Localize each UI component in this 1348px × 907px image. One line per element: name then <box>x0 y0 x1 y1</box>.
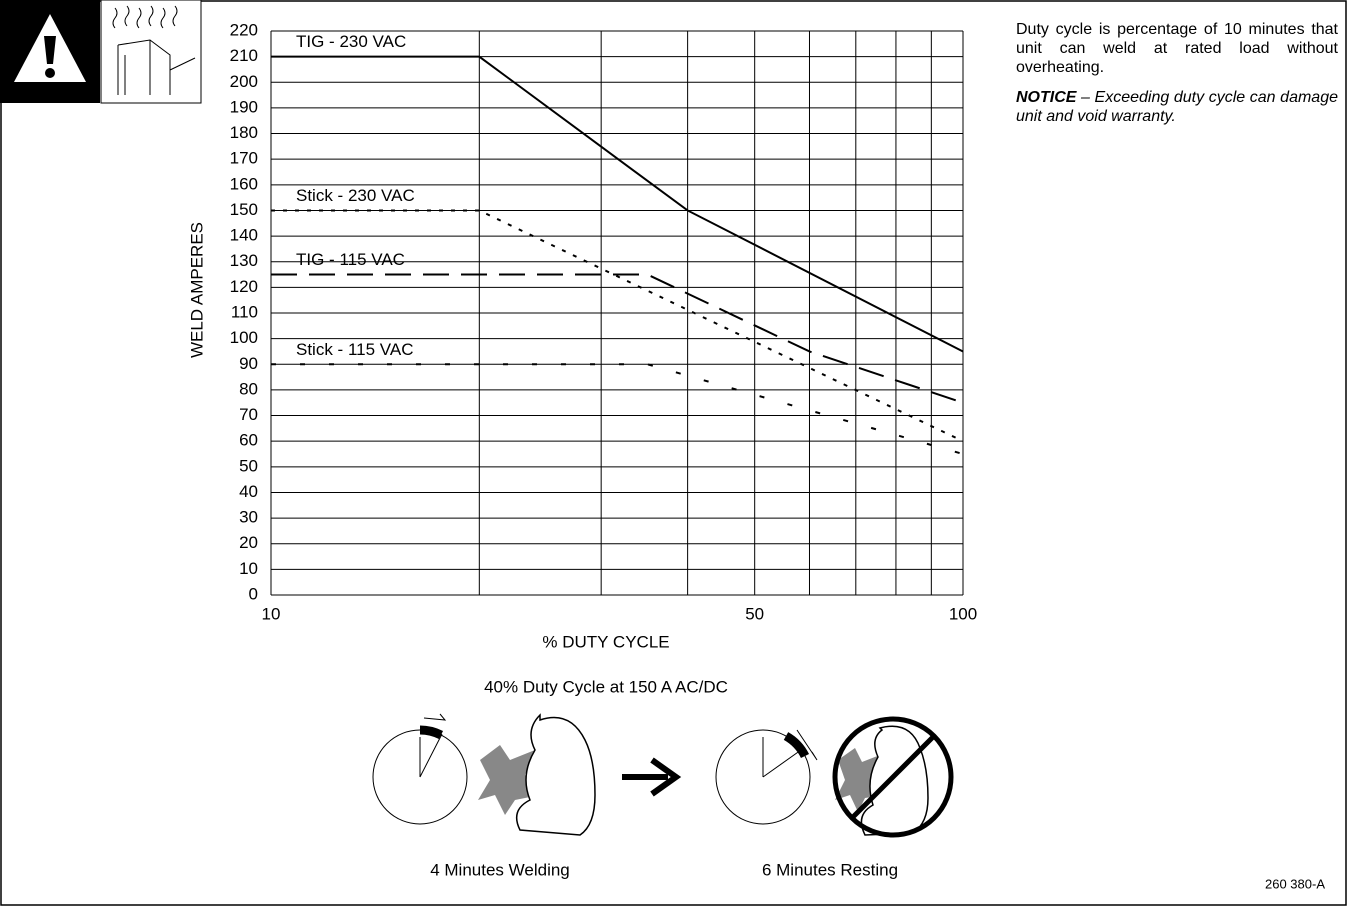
y-tick-label: 20 <box>239 533 258 552</box>
series-line <box>271 55 964 353</box>
description: Duty cycle is percentage of 10 minutes t… <box>1016 21 1338 76</box>
x-tick-label: 100 <box>949 604 977 623</box>
y-tick-label: 50 <box>239 456 258 475</box>
notice: NOTICE – Exceeding duty cycle can damage… <box>1016 88 1338 126</box>
notice-text: – Exceeding duty cycle can damage unit a… <box>1016 89 1338 125</box>
series-line <box>271 363 964 455</box>
y-tick-label: 120 <box>230 277 258 296</box>
caption-resting: 6 Minutes Resting <box>762 860 898 879</box>
illustration-title: 40% Duty Cycle at 150 A AC/DC <box>484 677 728 696</box>
y-tick-label: 0 <box>249 584 258 603</box>
series-label: Stick - 115 VAC <box>296 340 413 359</box>
y-tick-label: 40 <box>239 482 258 501</box>
series-label: Stick - 230 VAC <box>296 186 415 205</box>
y-tick-label: 60 <box>239 431 258 450</box>
y-tick-label: 200 <box>230 72 258 91</box>
welder-icon <box>478 713 596 836</box>
y-tick-label: 220 <box>230 20 258 39</box>
y-tick-label: 140 <box>230 226 258 245</box>
y-axis-label: WELD AMPERES <box>187 222 206 358</box>
series-line <box>271 273 964 404</box>
y-tick-label: 90 <box>239 354 258 373</box>
clock-welding <box>372 713 468 825</box>
y-tick-label: 110 <box>231 302 258 321</box>
series-label: TIG - 230 VAC <box>296 32 406 51</box>
y-tick-label: 150 <box>230 200 258 219</box>
notice-label: NOTICE <box>1016 89 1077 106</box>
series-line <box>271 209 964 443</box>
y-tick-label: 10 <box>239 559 258 578</box>
arrow <box>622 757 682 797</box>
warning-mark <box>44 36 56 64</box>
warning-dot <box>45 68 55 78</box>
y-tick-label: 170 <box>230 149 258 168</box>
y-tick-label: 100 <box>230 328 258 347</box>
y-tick-label: 80 <box>239 379 258 398</box>
series-label: TIG - 115 VAC <box>296 250 405 269</box>
x-tick-label: 50 <box>745 604 764 623</box>
y-tick-label: 70 <box>239 405 258 424</box>
y-tick-label: 210 <box>230 46 258 65</box>
clock-resting <box>715 729 818 825</box>
heat-waves <box>112 5 196 95</box>
doc-id: 260 380-A <box>1265 876 1325 891</box>
y-tick-label: 130 <box>230 251 258 270</box>
y-tick-label: 190 <box>230 97 258 116</box>
resting-icon <box>832 716 954 838</box>
y-tick-label: 160 <box>230 174 258 193</box>
y-tick-label: 180 <box>230 123 258 142</box>
caption-welding: 4 Minutes Welding <box>430 860 570 879</box>
x-axis-label: % DUTY CYCLE <box>542 632 669 651</box>
y-tick-label: 30 <box>239 508 258 527</box>
x-tick-label: 10 <box>262 604 281 623</box>
description-block: Duty cycle is percentage of 10 minutes t… <box>1016 20 1338 137</box>
